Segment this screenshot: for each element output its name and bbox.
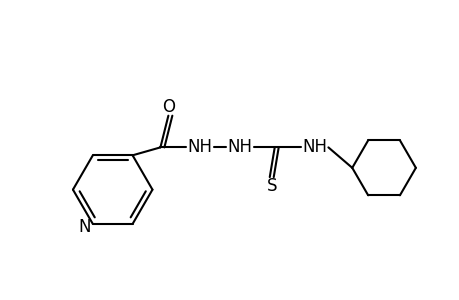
Text: NH: NH [301, 138, 326, 156]
Text: NH: NH [227, 138, 252, 156]
Text: O: O [162, 98, 174, 116]
Text: N: N [78, 218, 91, 236]
Text: S: S [266, 177, 276, 195]
Text: NH: NH [187, 138, 212, 156]
